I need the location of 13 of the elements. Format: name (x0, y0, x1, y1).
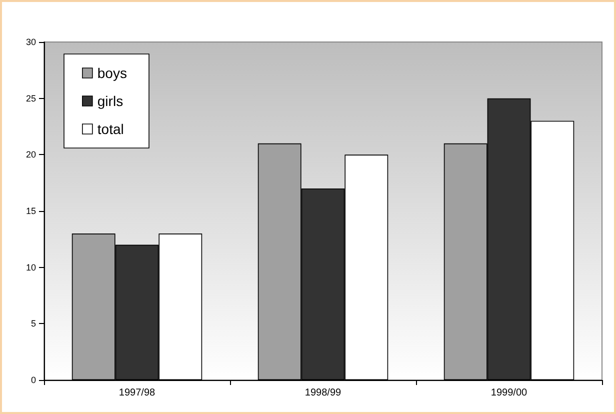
x-tick-label: 1998/99 (304, 388, 342, 398)
y-tick-label: 20 (26, 150, 36, 160)
x-tick-label: 1999/00 (490, 388, 528, 398)
y-tick-label: 5 (30, 318, 36, 329)
legend-label: boys (97, 65, 127, 81)
y-tick-label: 10 (26, 262, 36, 272)
y-tick-label: 25 (26, 93, 36, 104)
x-tick-label: 1997/98 (118, 388, 156, 398)
legend-label: total (97, 121, 124, 137)
y-tick-label: 30 (26, 37, 36, 47)
legend-label: girls (97, 93, 124, 109)
y-tick-label: 15 (26, 206, 36, 216)
y-tick-label: 0 (30, 375, 36, 385)
